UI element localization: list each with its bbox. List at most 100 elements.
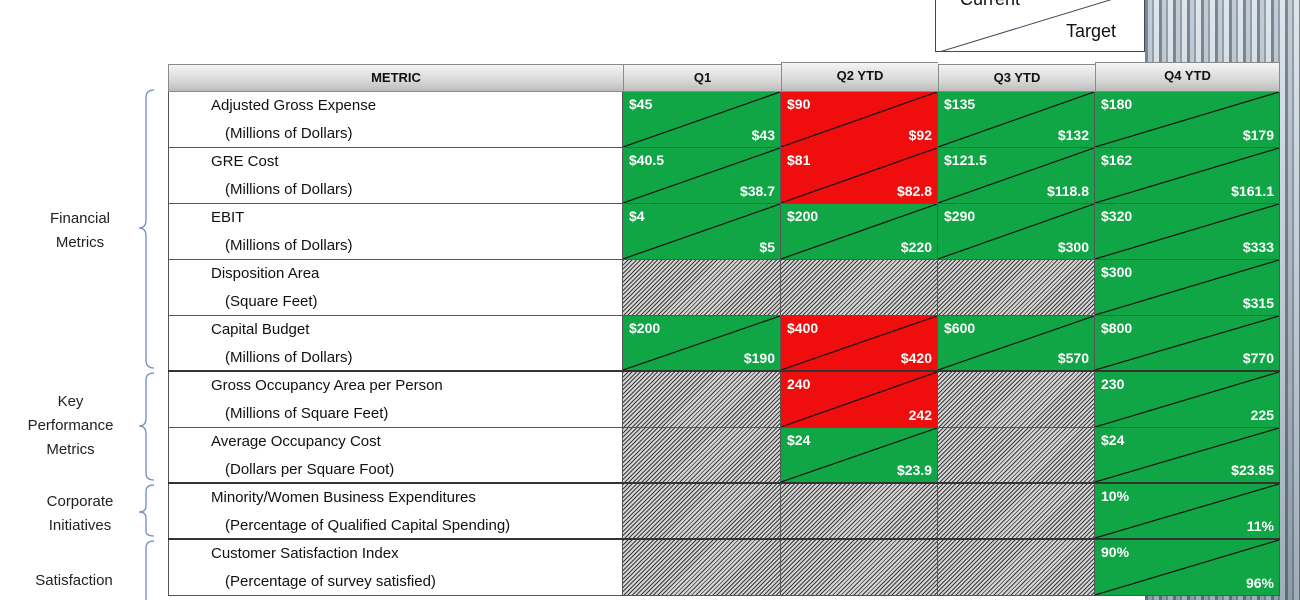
group-label-line: Financial [49,210,111,227]
diagonal-divider-icon [938,316,1094,370]
current-value: $400 [787,320,819,336]
metric-name: Adjusted Gross Expense [211,97,377,114]
current-value: $135 [944,96,976,112]
table-header: METRIC Q1 Q2 YTD Q3 YTD Q4 YTD [168,62,1280,92]
target-value: 242 [908,407,932,423]
current-value: $162 [1101,152,1133,168]
header-metric: METRIC [168,64,623,92]
table-row: EBIT (Millions of Dollars) $4 $5 $200 $220 $29… [168,204,1280,260]
value-cell-q4: $162 $161.1 [1095,148,1280,203]
header-q2: Q2 YTD [781,62,938,92]
header-q1: Q1 [623,64,781,92]
diagonal-divider-icon [781,428,937,482]
table-body: Adjusted Gross Expense (Millions of Dolla… [168,92,1280,596]
target-value: $82.8 [896,183,932,199]
table-row: Average Occupancy Cost (Dollars per Squar… [168,428,1280,484]
diagonal-divider-icon [938,92,1094,147]
metric-name: Capital Budget [211,321,310,338]
value-cell-q1: $4 $5 [623,204,781,259]
value-cell-q3: $290 $300 [938,204,1095,259]
metric-name: Customer Satisfaction Index [211,545,399,562]
current-value: 90% [1101,544,1130,560]
value-cell-q3 [938,372,1095,427]
current-value: $320 [1101,208,1133,224]
group-label-line: Key [57,393,84,410]
diagonal-divider-icon [1095,540,1279,595]
value-cell-q4: $320 $333 [1095,204,1280,259]
metric-unit: (Millions of Dollars) [225,125,353,142]
group-label-line: Initiatives [48,517,112,534]
value-cell-q1: $200 $190 [623,316,781,370]
table-row: Adjusted Gross Expense (Millions of Dolla… [168,92,1280,148]
metric-cell: Capital Budget (Millions of Dollars) [168,316,623,370]
table-row: Customer Satisfaction Index (Percentage o… [168,540,1280,596]
diagonal-divider-icon [1095,204,1279,259]
current-value: $90 [787,96,811,112]
target-value: $38.7 [739,183,775,199]
value-cell-q2: 240 242 [781,372,938,427]
metric-unit: (Square Feet) [225,293,318,310]
diagonal-divider-icon [781,204,937,259]
value-cell-q2: $200 $220 [781,204,938,259]
metric-cell: Average Occupancy Cost (Dollars per Squar… [168,428,623,482]
header-q3: Q3 YTD [938,64,1095,92]
current-value: $40.5 [629,152,665,168]
value-cell-q1 [623,484,781,538]
current-value: $290 [944,208,976,224]
current-value: $800 [1101,320,1133,336]
target-value: $161.1 [1231,183,1274,199]
value-cell-q2: $24 $23.9 [781,428,938,482]
metric-name: Gross Occupancy Area per Person [211,377,443,394]
legend-current-label: Current [960,0,1020,10]
target-value: 11% [1246,518,1274,534]
group-satisfaction: Satisfaction [14,569,134,593]
value-cell-q4: 10% 11% [1095,484,1280,538]
value-cell-q4: $24 $23.85 [1095,428,1280,482]
target-value: $23.85 [1231,462,1274,478]
header-q4: Q4 YTD [1095,62,1280,92]
value-cell-q4: 90% 96% [1095,540,1280,595]
current-value: $200 [629,320,661,336]
value-cell-q4: 230 225 [1095,372,1280,427]
diagonal-divider-icon [1095,148,1279,203]
metric-unit: (Percentage of survey satisfied) [225,573,436,590]
diagonal-divider-icon [781,92,937,147]
current-value: $200 [787,208,819,224]
value-cell-q3 [938,484,1095,538]
metric-cell: GRE Cost (Millions of Dollars) [168,148,623,203]
value-cell-q3: $600 $570 [938,316,1095,370]
value-cell-q2 [781,260,938,315]
target-value: 96% [1245,575,1274,591]
diagonal-divider-icon [1095,260,1279,315]
target-value: $190 [743,350,775,366]
value-cell-q1 [623,428,781,482]
diagonal-divider-icon [1095,428,1279,482]
group-label-line: Metrics [46,441,95,458]
target-value: $300 [1057,239,1089,255]
target-value: $92 [908,127,932,143]
current-value: $121.5 [944,152,987,168]
table-row: Gross Occupancy Area per Person (Millions… [168,372,1280,428]
value-cell-q1: $45 $43 [623,92,781,147]
metric-cell: Minority/Women Business Expenditures (Per… [168,484,623,538]
target-value: $770 [1242,350,1274,366]
value-cell-q1: $40.5 $38.7 [623,148,781,203]
target-value: $179 [1242,127,1274,143]
target-value: 225 [1250,407,1274,423]
metric-name: Minority/Women Business Expenditures [211,489,476,506]
value-cell-q4: $800 $770 [1095,316,1280,370]
value-cell-q2: $90 $92 [781,92,938,147]
value-cell-q3 [938,260,1095,315]
diagonal-divider-icon [1095,92,1279,147]
metric-unit: (Millions of Dollars) [225,349,353,366]
current-value: $81 [787,152,811,168]
table-row: Disposition Area (Square Feet) $300 $315 [168,260,1280,316]
current-value: $4 [629,208,645,224]
value-cell-q3: $135 $132 [938,92,1095,147]
value-cell-q2: $81 $82.8 [781,148,938,203]
metric-name: GRE Cost [211,153,279,170]
value-cell-q1 [623,540,781,595]
metric-cell: Gross Occupancy Area per Person (Millions… [168,372,623,427]
target-value: $118.8 [1046,183,1089,199]
target-value: $43 [751,127,775,143]
